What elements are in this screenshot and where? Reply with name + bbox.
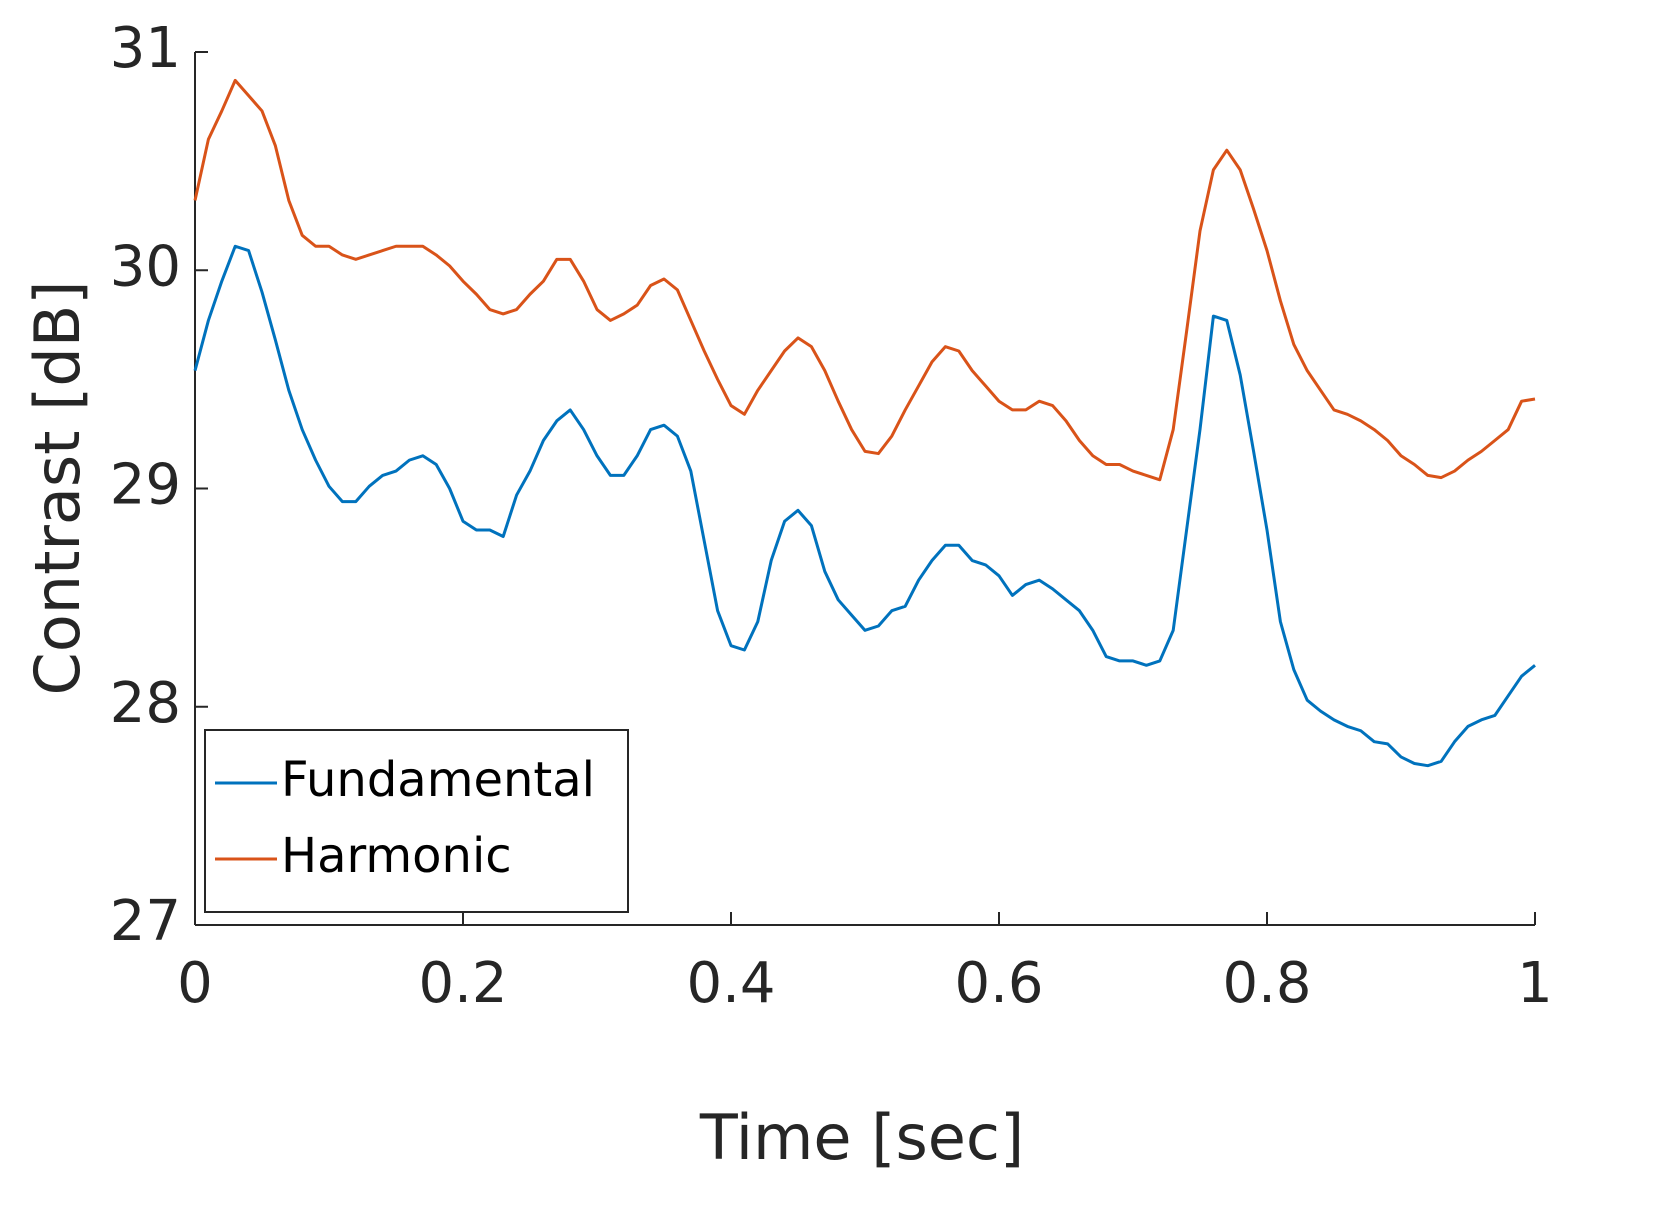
x-tick-label: 0 bbox=[177, 951, 213, 1016]
y-tick-label: 31 bbox=[110, 16, 181, 81]
series-line bbox=[193, 78, 1536, 482]
x-axis-label: Time [sec] bbox=[699, 1101, 1024, 1174]
legend-label: Harmonic bbox=[281, 828, 512, 884]
y-axis-label: Contrast [dB] bbox=[21, 281, 94, 696]
x-tick-label: 0.8 bbox=[1222, 951, 1311, 1016]
x-tick-label: 0.4 bbox=[686, 951, 775, 1016]
x-tick-label: 0.2 bbox=[418, 951, 507, 1016]
x-tick-label: 0.6 bbox=[954, 951, 1043, 1016]
y-tick-label: 28 bbox=[110, 671, 181, 736]
legend-box bbox=[204, 729, 629, 913]
series-line bbox=[193, 244, 1536, 768]
legend-label: Fundamental bbox=[281, 752, 595, 808]
x-tick-label: 1 bbox=[1517, 951, 1553, 1016]
y-tick-label: 29 bbox=[110, 453, 181, 518]
y-tick-label: 27 bbox=[110, 889, 181, 954]
y-tick-label: 30 bbox=[110, 234, 181, 299]
